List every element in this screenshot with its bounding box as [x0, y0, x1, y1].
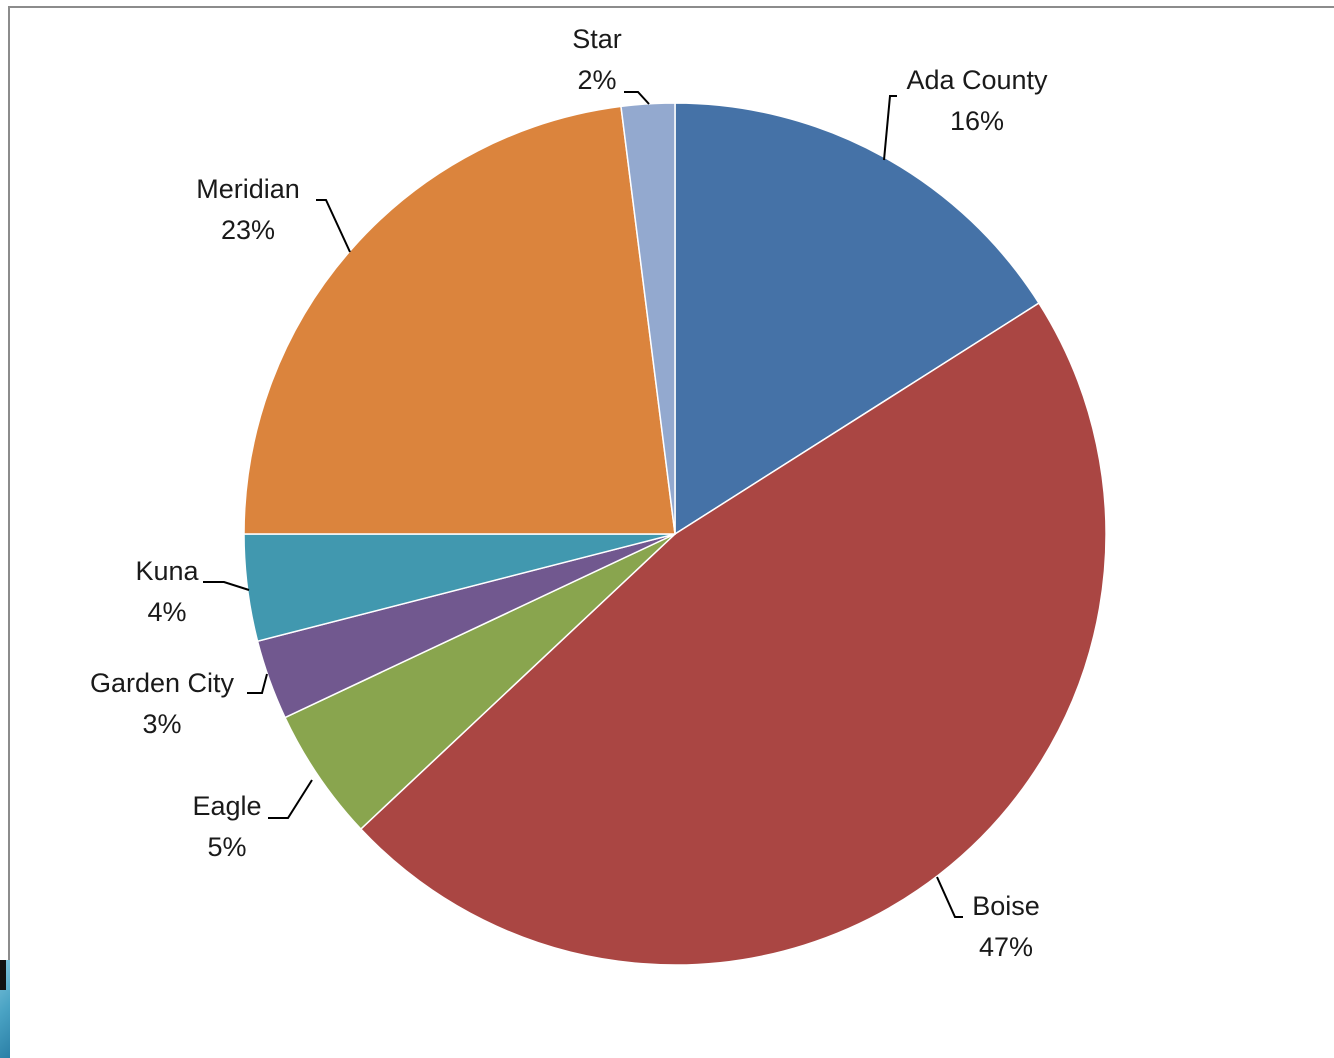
leader-line-boise [936, 876, 963, 918]
leader-line-garden-city [247, 673, 268, 694]
pie-slice-meridian [243, 105, 676, 535]
leader-lines [203, 91, 963, 918]
slice-label-meridian: Meridian [196, 174, 300, 204]
slice-percent-eagle: 5% [207, 832, 246, 862]
data-labels: Ada County 16% Boise 47% Eagle 5% Garden City 3… [90, 24, 1048, 962]
leader-line-star [624, 91, 650, 105]
corner-decoration [0, 960, 10, 1058]
slice-label-eagle: Eagle [192, 791, 261, 821]
leader-line-eagle [268, 779, 313, 819]
pie-slice-boise [359, 302, 1107, 966]
slice-percent-boise: 47% [979, 932, 1033, 962]
slice-percent-meridian: 23% [221, 215, 275, 245]
slice-label-kuna: Kuna [135, 556, 199, 586]
corner-decoration-dark [0, 960, 6, 990]
slice-percent-garden-city: 3% [142, 709, 181, 739]
slice-percent-star: 2% [577, 65, 616, 95]
pie-slices [243, 102, 1107, 966]
leader-line-meridian [316, 199, 351, 253]
leader-line-kuna [203, 581, 250, 591]
pie-slice-ada-county [674, 102, 1040, 536]
slice-percent-ada-county: 16% [950, 106, 1004, 136]
slice-label-garden-city: Garden City [90, 668, 235, 698]
slice-label-ada-county: Ada County [906, 65, 1048, 95]
slice-label-star: Star [572, 24, 622, 54]
slice-label-boise: Boise [972, 891, 1040, 921]
slice-percent-kuna: 4% [147, 597, 186, 627]
leader-line-ada-county [883, 95, 897, 161]
